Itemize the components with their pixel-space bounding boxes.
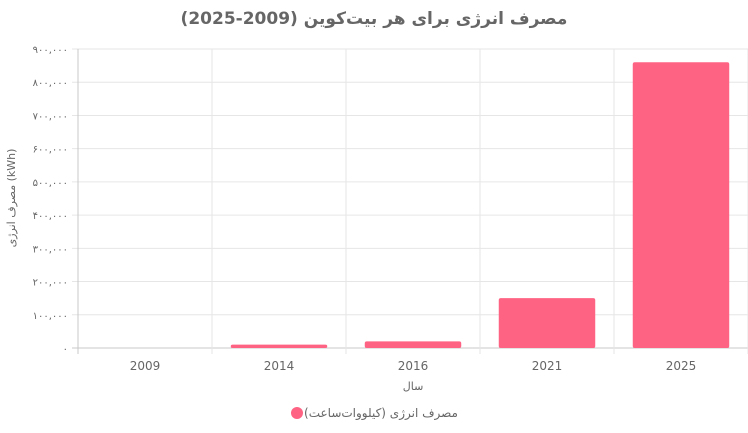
gridlines	[72, 48, 748, 354]
y-tick-label: ۰	[63, 344, 68, 355]
x-tick-label: 2025	[666, 359, 697, 373]
x-axis-label: سال	[403, 380, 424, 393]
y-tick-label: ۹۰۰,۰۰۰	[33, 45, 68, 56]
x-axis-ticks: 2009 2014 2016 2021 2025	[130, 359, 697, 373]
x-tick-label: 2016	[398, 359, 429, 373]
legend-label: مصرف انرژی (کیلووات‌ساعت)	[304, 406, 458, 421]
y-axis-ticks: ۰ ۱۰۰,۰۰۰ ۲۰۰,۰۰۰ ۳۰۰,۰۰۰ ۴۰۰,۰۰۰ ۵۰۰,۰۰۰ ۶۰۰,…	[33, 45, 68, 355]
y-tick-label: ۸۰۰,۰۰۰	[33, 78, 68, 89]
y-tick-label: ۳۰۰,۰۰۰	[33, 244, 68, 255]
y-tick-label: ۶۰۰,۰۰۰	[33, 145, 68, 156]
bar-2025[interactable]	[632, 62, 730, 349]
y-axis-label: مصرف انرژی (kWh)	[5, 149, 18, 248]
legend[interactable]: مصرف انرژی (کیلووات‌ساعت)	[291, 406, 458, 421]
bar-2021[interactable]	[498, 298, 596, 348]
x-tick-label: 2014	[264, 359, 295, 373]
y-tick-label: ۴۰۰,۰۰۰	[33, 211, 68, 222]
legend-swatch	[291, 407, 303, 419]
y-tick-label: ۵۰۰,۰۰۰	[33, 178, 68, 189]
bar-2016[interactable]	[364, 341, 462, 348]
y-tick-label: ۷۰۰,۰۰۰	[33, 111, 68, 122]
bar-2014[interactable]	[230, 344, 328, 348]
x-tick-label: 2021	[532, 359, 563, 373]
bars	[230, 62, 730, 349]
y-tick-label: ۲۰۰,۰۰۰	[33, 278, 68, 289]
x-tick-label: 2009	[130, 359, 161, 373]
y-tick-label: ۱۰۰,۰۰۰	[33, 311, 68, 322]
chart-title: مصرف انرژی برای هر بیت‌کوین (2009-2025)	[181, 9, 568, 29]
